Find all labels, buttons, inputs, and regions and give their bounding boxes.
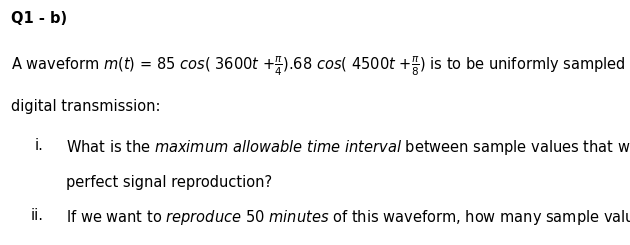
Text: Q1 - b): Q1 - b) — [11, 11, 67, 26]
Text: i.: i. — [35, 138, 43, 153]
Text: What is the $\it{maximum\ allowable\ time\ interval}$ between sample values that: What is the $\it{maximum\ allowable\ tim… — [66, 138, 630, 158]
Text: If we want to $\it{reproduce\ 50\ minutes}$ of this waveform, how many sample va: If we want to $\it{reproduce\ 50\ minute… — [66, 208, 630, 227]
Text: ii.: ii. — [30, 208, 43, 223]
Text: A waveform $m(t)$ = 85 $\it{cos}$( 3600$t$ +$\frac{\pi}{4}$).68 $\it{cos}$( 4500: A waveform $m(t)$ = 85 $\it{cos}$( 3600$… — [11, 55, 630, 78]
Text: perfect signal reproduction?: perfect signal reproduction? — [66, 175, 272, 190]
Text: digital transmission:: digital transmission: — [11, 99, 161, 114]
